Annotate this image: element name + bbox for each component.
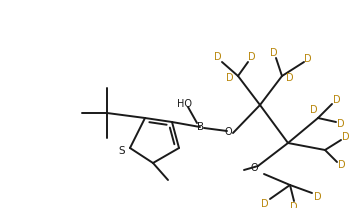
Text: D: D <box>333 95 341 105</box>
Text: D: D <box>314 192 322 202</box>
Text: D: D <box>270 48 278 58</box>
Text: D: D <box>226 73 234 83</box>
Text: D: D <box>290 202 298 208</box>
Text: S: S <box>119 146 125 156</box>
Text: D: D <box>310 105 318 115</box>
Text: HO: HO <box>177 99 191 109</box>
Text: O: O <box>250 163 258 173</box>
Text: D: D <box>338 160 346 170</box>
Text: D: D <box>304 54 312 64</box>
Text: D: D <box>261 199 269 208</box>
Text: B: B <box>197 122 205 132</box>
Text: D: D <box>286 73 294 83</box>
Text: D: D <box>342 132 350 142</box>
Text: D: D <box>337 119 345 129</box>
Text: D: D <box>214 52 222 62</box>
Text: O: O <box>224 127 232 137</box>
Text: D: D <box>248 52 256 62</box>
